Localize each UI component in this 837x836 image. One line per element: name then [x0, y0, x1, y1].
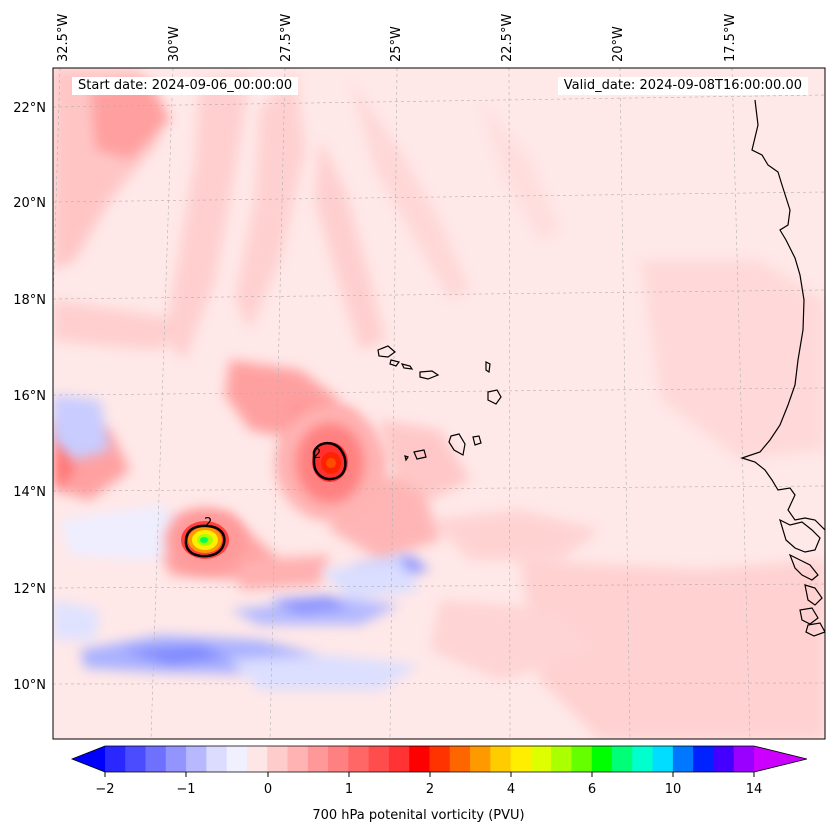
- colorbar-swatch: [470, 746, 491, 772]
- colorbar-swatch: [287, 746, 309, 772]
- valid-date-label: Valid_date: 2024-09-08T16:00:00.00: [557, 77, 808, 95]
- colorbar-arrow-high: [754, 746, 807, 772]
- colorbar-swatch: [591, 746, 613, 772]
- colorbar-tick-label: −1: [176, 782, 195, 797]
- colorbar-tick-label: 14: [746, 782, 763, 797]
- colorbar-swatch: [693, 746, 714, 772]
- colorbar-swatch: [328, 746, 349, 772]
- colorbar-swatch: [449, 746, 471, 772]
- colorbar-swatch: [307, 746, 329, 772]
- colorbar-swatch: [368, 746, 390, 772]
- colorbar-swatch: [226, 746, 248, 772]
- colorbar-tick-label: 2: [426, 782, 434, 797]
- colorbar-swatch: [388, 746, 410, 772]
- longitude-label: 20°W: [611, 26, 626, 62]
- latitude-label: 12°N: [13, 582, 46, 597]
- colorbar-swatch: [672, 746, 694, 772]
- colorbar-tick-label: 10: [665, 782, 682, 797]
- colorbar-swatch: [165, 746, 187, 772]
- latitude-label: 20°N: [13, 196, 46, 211]
- map-frame: [52, 67, 826, 740]
- latitude-labels: 22°N 20°N 18°N 16°N 14°N 12°N 10°N: [13, 101, 46, 693]
- latitude-label: 16°N: [13, 389, 46, 404]
- colorbar-ticks: −2 −1 0 1 2 4 6 10 14: [95, 772, 762, 797]
- colorbar-swatch: [713, 746, 735, 772]
- african-coastline: [740, 99, 825, 637]
- longitude-label: 32.5°W: [56, 14, 71, 62]
- colorbar-swatch: [490, 746, 512, 772]
- colorbar-tick-label: 4: [507, 782, 515, 797]
- longitude-label: 17.5°W: [723, 14, 738, 62]
- colorbar-swatch: [510, 746, 532, 772]
- map-plot-area: 2 2: [53, 68, 825, 739]
- colorbar-swatch: [571, 746, 593, 772]
- colorbar-swatch: [206, 746, 228, 772]
- latitude-label: 10°N: [13, 678, 46, 693]
- colorbar-swatch: [186, 746, 207, 772]
- colorbar-swatch: [145, 746, 167, 772]
- longitude-label: 25°W: [389, 26, 404, 62]
- vortex-east: [275, 405, 385, 521]
- colorbar-tick-label: 1: [345, 782, 353, 797]
- colorbar: [70, 745, 808, 773]
- contour-label: 2: [204, 516, 212, 531]
- latitude-label: 18°N: [13, 293, 46, 308]
- longitude-label: 27.5°W: [279, 14, 294, 62]
- longitude-label: 22.5°W: [500, 14, 515, 62]
- colorbar-tick-label: 6: [588, 782, 596, 797]
- longitude-labels: 32.5°W 30°W 27.5°W 25°W 22.5°W 20°W 17.5…: [56, 14, 738, 62]
- negative-pv: [53, 395, 430, 690]
- colorbar-swatch: [733, 746, 755, 772]
- colorbar-swatch: [632, 746, 654, 772]
- colorbar-arrow-low: [72, 746, 105, 772]
- colorbar-swatch: [652, 746, 674, 772]
- colorbar-swatch: [125, 746, 147, 772]
- colorbar-swatch: [246, 746, 268, 772]
- cape-verde-islands: [377, 345, 502, 462]
- latitude-label: 14°N: [13, 485, 46, 500]
- colorbar-title: 700 hPa potenital vorticity (PVU): [312, 808, 525, 823]
- colorbar-tick-label: −2: [95, 782, 114, 797]
- colorbar-swatch: [348, 746, 370, 772]
- longitude-label: 30°W: [167, 26, 182, 62]
- contour-label: 2: [313, 447, 321, 462]
- colorbar-tick-label: 0: [264, 782, 272, 797]
- colorbar-swatch: [409, 746, 430, 772]
- graticule: [53, 68, 825, 739]
- colorbar-swatch: [429, 746, 451, 772]
- colorbar-swatch: [551, 746, 572, 772]
- colorbar-swatch: [267, 746, 289, 772]
- vortex-west: [165, 508, 245, 572]
- colorbar-swatch: [612, 746, 633, 772]
- colorbar-swatch: [530, 746, 552, 772]
- colorbar-swatch: [105, 746, 126, 772]
- latitude-label: 22°N: [13, 101, 46, 116]
- start-date-label: Start date: 2024-09-06_00:00:00: [72, 77, 299, 95]
